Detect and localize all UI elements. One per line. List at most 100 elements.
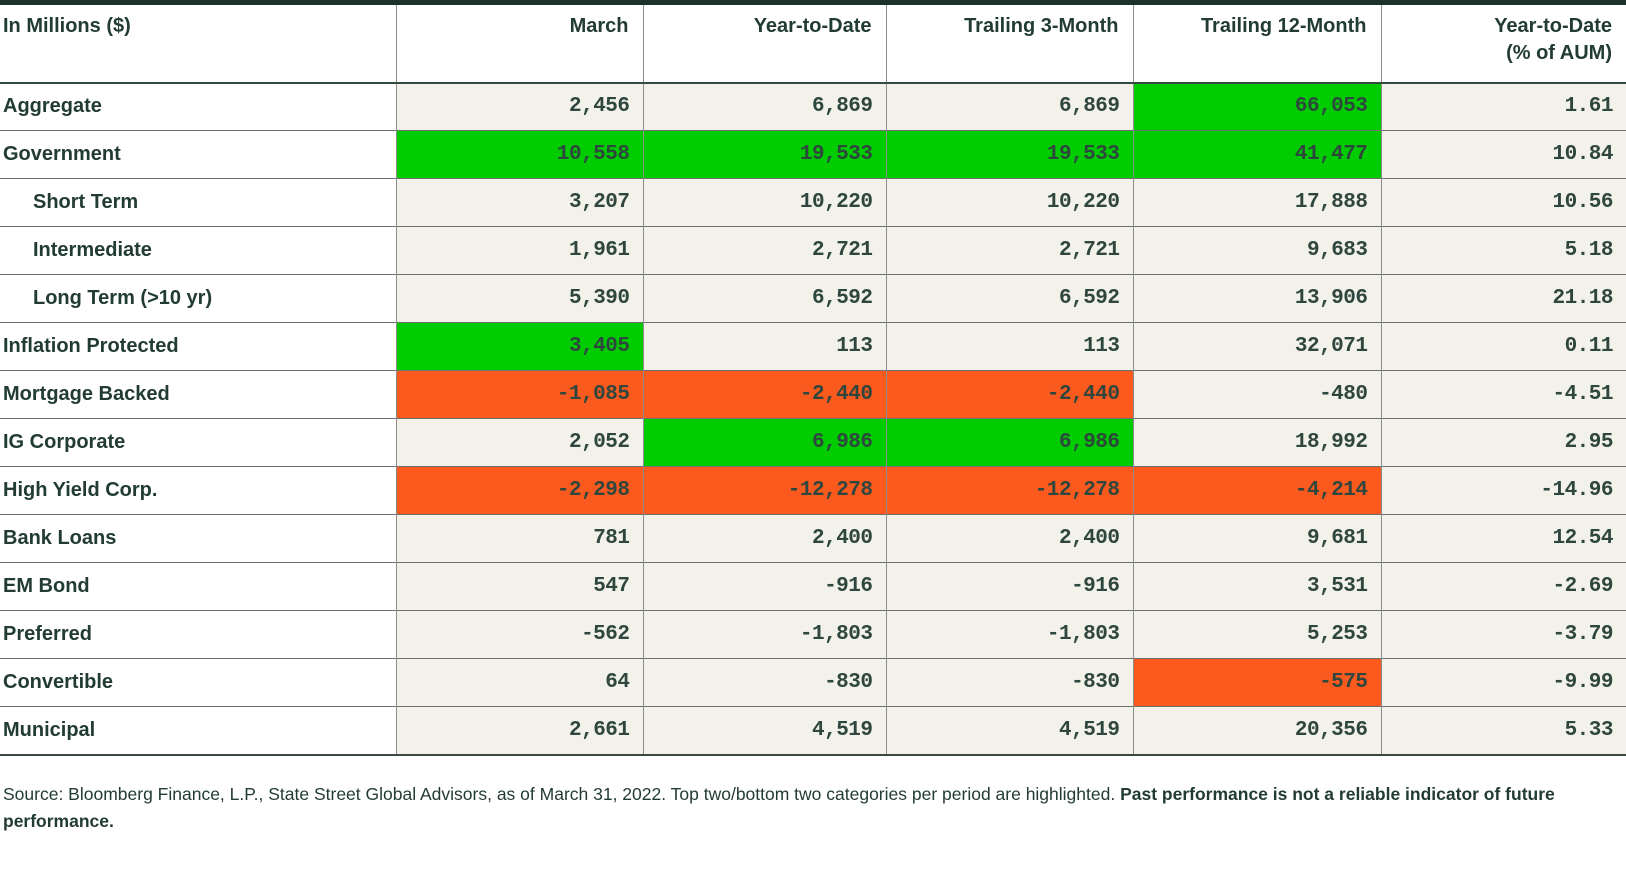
value-cell: 3,405 (395, 322, 643, 371)
value-cell: 2,456 (395, 82, 643, 131)
table-row: Preferred -562 -1,803 -1,803 5,253 -3.79 (0, 610, 1626, 659)
value-cell: -830 (885, 658, 1133, 707)
value-cell: -3.79 (1380, 610, 1626, 659)
value-cell: 5.18 (1380, 226, 1626, 275)
table-row: Inflation Protected 3,405 113 113 32,071 0.11 (0, 322, 1626, 371)
value-cell: 10,220 (885, 178, 1133, 227)
value-cell: 4,519 (885, 706, 1133, 755)
value-cell: 6,592 (885, 274, 1133, 323)
row-label: Bank Loans (0, 514, 396, 563)
value-cell: 113 (642, 322, 886, 371)
value-cell: 2,400 (642, 514, 886, 563)
value-cell: 10.84 (1380, 130, 1626, 179)
row-label: IG Corporate (0, 418, 396, 467)
value-cell: 2,052 (395, 418, 643, 467)
table-row: High Yield Corp. -2,298 -12,278 -12,278 -4,2… (0, 466, 1626, 515)
value-cell: 2,721 (642, 226, 886, 275)
value-cell: 3,531 (1132, 562, 1381, 611)
value-cell: 13,906 (1132, 274, 1381, 323)
value-cell: -830 (642, 658, 886, 707)
table-row: Bank Loans 781 2,400 2,400 9,681 12.54 (0, 514, 1626, 563)
value-cell: 547 (395, 562, 643, 611)
table-row: Mortgage Backed -1,085 -2,440 -2,440 -480 -4.… (0, 370, 1626, 419)
value-cell: -9.99 (1380, 658, 1626, 707)
value-cell: -2,440 (885, 370, 1133, 419)
table-row: EM Bond 547 -916 -916 3,531 -2.69 (0, 562, 1626, 611)
value-cell: 6,869 (642, 82, 886, 131)
column-header-trailing-12-month: Trailing 12-Month (1132, 2, 1381, 84)
column-header-ytd-pct-of-aum: Year-to-Date (% of AUM) (1380, 2, 1626, 84)
value-cell: -916 (642, 562, 886, 611)
value-cell: -575 (1132, 658, 1381, 707)
value-cell: -562 (395, 610, 643, 659)
row-label: Long Term (>10 yr) (0, 274, 396, 323)
column-header-march: March (395, 2, 643, 84)
row-label: Government (0, 130, 396, 179)
value-cell: 10,558 (395, 130, 643, 179)
row-label: Short Term (0, 178, 396, 227)
table-header: In Millions ($) March Year-to-Date Trail… (0, 2, 1626, 84)
value-cell: 2,400 (885, 514, 1133, 563)
table-row: Government 10,558 19,533 19,533 41,477 10.84 (0, 130, 1626, 179)
value-cell: 2,721 (885, 226, 1133, 275)
value-cell: 6,986 (885, 418, 1133, 467)
value-cell: 5.33 (1380, 706, 1626, 755)
table-body: Aggregate 2,456 6,869 6,869 66,053 1.61 Govern… (0, 82, 1626, 755)
row-label: Preferred (0, 610, 396, 659)
value-cell: 6,869 (885, 82, 1133, 131)
value-cell: 10,220 (642, 178, 886, 227)
value-cell: 5,390 (395, 274, 643, 323)
value-cell: -12,278 (885, 466, 1133, 515)
table-row: Convertible 64 -830 -830 -575 -9.99 (0, 658, 1626, 707)
row-label: Intermediate (0, 226, 396, 275)
row-label: Municipal (0, 706, 396, 755)
value-cell: 9,683 (1132, 226, 1381, 275)
fund-flows-table: In Millions ($) March Year-to-Date Trail… (0, 0, 1626, 756)
value-cell: 64 (395, 658, 643, 707)
value-cell: 6,592 (642, 274, 886, 323)
value-cell: -4.51 (1380, 370, 1626, 419)
value-cell: -480 (1132, 370, 1381, 419)
value-cell: 4,519 (642, 706, 886, 755)
value-cell: 2.95 (1380, 418, 1626, 467)
value-cell: -916 (885, 562, 1133, 611)
value-cell: 66,053 (1132, 82, 1381, 131)
value-cell: 9,681 (1132, 514, 1381, 563)
value-cell: -2.69 (1380, 562, 1626, 611)
column-header-in-millions: In Millions ($) (0, 2, 396, 84)
value-cell: -2,298 (395, 466, 643, 515)
value-cell: 19,533 (642, 130, 886, 179)
value-cell: 1.61 (1380, 82, 1626, 131)
value-cell: 5,253 (1132, 610, 1381, 659)
value-cell: 781 (395, 514, 643, 563)
column-header-trailing-3-month: Trailing 3-Month (885, 2, 1133, 84)
column-header-year-to-date: Year-to-Date (642, 2, 886, 84)
value-cell: 10.56 (1380, 178, 1626, 227)
value-cell: 0.11 (1380, 322, 1626, 371)
value-cell: 17,888 (1132, 178, 1381, 227)
value-cell: 21.18 (1380, 274, 1626, 323)
header-row: In Millions ($) March Year-to-Date Trail… (0, 2, 1626, 84)
value-cell: -12,278 (642, 466, 886, 515)
source-text: Source: Bloomberg Finance, L.P., State S… (3, 783, 1121, 804)
value-cell: -1,085 (395, 370, 643, 419)
value-cell: 3,207 (395, 178, 643, 227)
table-row: Intermediate 1,961 2,721 2,721 9,683 5.18 (0, 226, 1626, 275)
row-label: Inflation Protected (0, 322, 396, 371)
value-cell: 113 (885, 322, 1133, 371)
table-row: Aggregate 2,456 6,869 6,869 66,053 1.61 (0, 82, 1626, 131)
row-label: Aggregate (0, 82, 396, 131)
value-cell: 12.54 (1380, 514, 1626, 563)
value-cell: 1,961 (395, 226, 643, 275)
source-footnote: Source: Bloomberg Finance, L.P., State S… (0, 781, 1560, 835)
value-cell: -1,803 (642, 610, 886, 659)
row-label: Mortgage Backed (0, 370, 396, 419)
value-cell: -4,214 (1132, 466, 1381, 515)
value-cell: 18,992 (1132, 418, 1381, 467)
table-row: Long Term (>10 yr) 5,390 6,592 6,592 13,906 2… (0, 274, 1626, 323)
value-cell: 19,533 (885, 130, 1133, 179)
value-cell: 2,661 (395, 706, 643, 755)
table-row: IG Corporate 2,052 6,986 6,986 18,992 2.95 (0, 418, 1626, 467)
past-performance-disclaimer: Past performance is not a reliable indic… (3, 783, 1555, 831)
value-cell: 6,986 (642, 418, 886, 467)
